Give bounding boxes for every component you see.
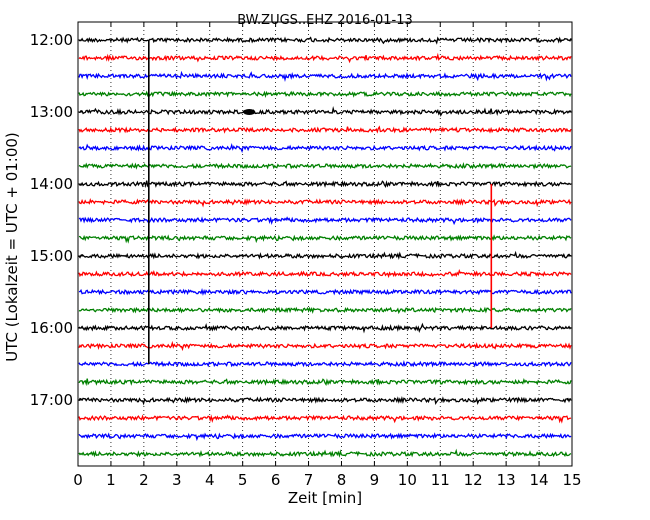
trace-line [78,234,572,244]
y-tick-label: 17:00 [30,391,73,409]
trace-line [78,36,572,45]
x-tick-label: 12 [464,471,483,489]
trace-line [78,306,572,315]
event-burst [243,109,256,115]
x-tick-label: 14 [530,471,549,489]
x-tick-label: 2 [139,471,149,489]
trace-line [78,378,572,387]
trace-line [78,396,572,406]
trace-line [78,216,572,226]
trace-line [78,448,572,458]
trace-line [78,162,572,170]
chart-title: BW.ZUGS..EHZ 2016-01-13 [237,13,413,28]
x-tick-label: 15 [562,471,581,489]
y-axis-ticks: 12:00 13:00 14:00 15:00 16:00 17:00 [30,31,572,409]
trace-line [78,268,572,279]
trace-line [78,125,572,134]
event-markers [148,40,493,364]
plot-area [77,21,573,467]
y-tick-label: 16:00 [30,319,73,337]
trace-line [78,106,572,117]
seismic-traces [78,36,572,458]
x-tick-label: 0 [73,471,83,489]
trace-line [78,414,572,424]
x-tick-label: 1 [106,471,116,489]
trace-line [78,70,572,82]
x-tick-label: 4 [205,471,215,489]
y-tick-label: 14:00 [30,175,73,193]
x-axis-label: Zeit [min] [288,489,362,507]
y-tick-label: 13:00 [30,103,73,121]
y-axis-label: UTC (Lokalzeit = UTC + 01:00) [3,132,21,362]
trace-line [78,180,572,189]
x-tick-label: 13 [497,471,516,489]
y-tick-label: 15:00 [30,247,73,265]
x-tick-label: 9 [370,471,380,489]
trace-line [78,340,572,352]
y-tick-label: 12:00 [30,31,73,49]
x-tick-label: 8 [337,471,347,489]
trace-line [78,197,572,208]
x-tick-label: 11 [431,471,450,489]
x-tick-label: 10 [398,471,417,489]
x-axis-ticks: 0 1 2 3 4 5 6 7 8 9 10 11 12 13 14 15 [73,22,582,489]
trace-line [78,90,572,98]
x-tick-label: 3 [172,471,182,489]
trace-line [78,143,572,154]
trace-line [78,322,572,334]
trace-line [78,360,572,368]
x-tick-label: 7 [304,471,314,489]
trace-line [78,287,572,296]
x-tick-label: 5 [238,471,248,489]
x-tick-label: 6 [271,471,281,489]
trace-line [78,250,572,261]
trace-line [78,432,572,442]
trace-line [78,52,572,64]
